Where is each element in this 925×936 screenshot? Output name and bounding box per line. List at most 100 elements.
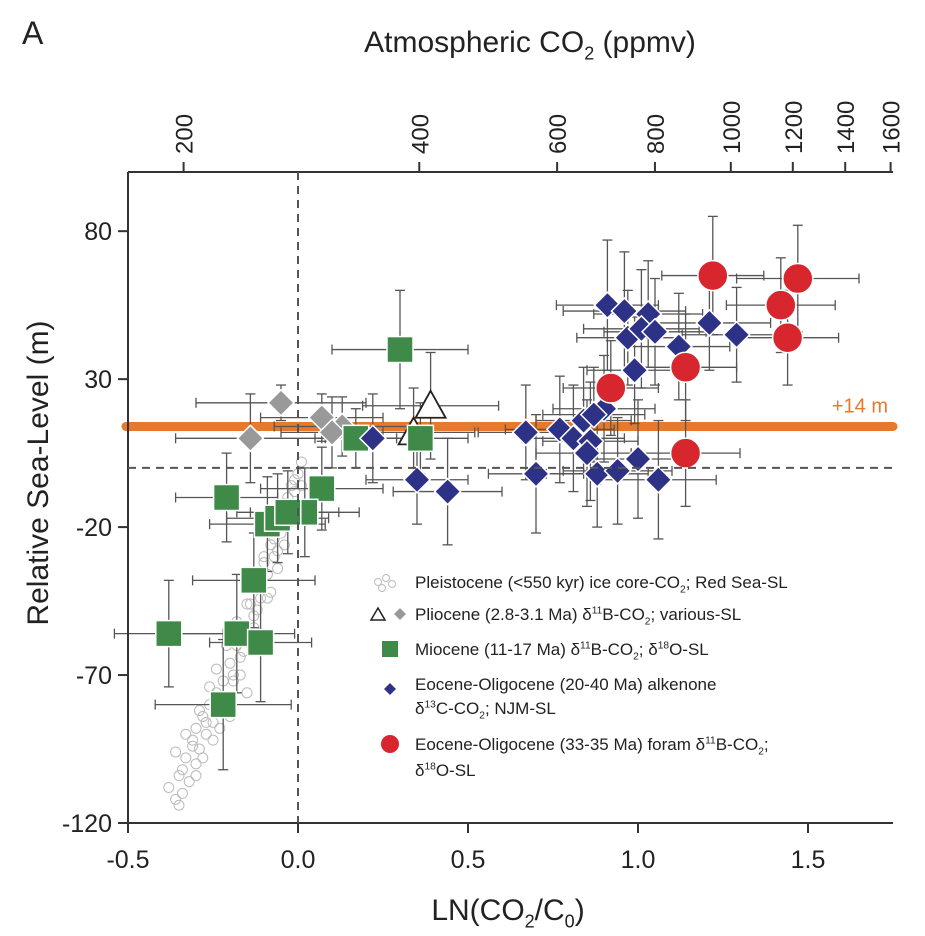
legend-pleistocene-label-part: Pleistocene (<550 kyr) ice core-CO bbox=[415, 573, 680, 592]
x-axis-title-text-part: LN(CO bbox=[431, 894, 524, 927]
eocene-alkenone-diamond bbox=[358, 424, 387, 453]
top-tick-label: 1000 bbox=[719, 101, 746, 154]
legend-eocene-alkenone-label-line2: δ13C-CO2; NJM-SL bbox=[415, 699, 556, 721]
eocene-alkenone-diamond bbox=[623, 444, 653, 474]
pleistocene-point bbox=[183, 776, 195, 788]
top-tick-label: 1600 bbox=[879, 101, 906, 154]
pleistocene-point bbox=[265, 539, 277, 551]
panel-label: A bbox=[22, 15, 44, 51]
pleistocene-point bbox=[200, 716, 212, 728]
pleistocene-point bbox=[190, 722, 202, 734]
eocene-alkenone-diamond bbox=[433, 477, 462, 506]
pleistocene-point bbox=[173, 770, 185, 782]
legend-eocene-alkenone-label-line1: Eocene-Oligocene (20-40 Ma) alkenone bbox=[415, 675, 716, 694]
legend-eocene-alkenone-label-line2-part: C-CO bbox=[436, 699, 479, 718]
legend-miocene-label-part: O-SL bbox=[669, 640, 709, 659]
top-tick-label: 200 bbox=[172, 114, 199, 154]
top-tick-label: 400 bbox=[407, 114, 434, 154]
miocene-square bbox=[212, 483, 241, 512]
pleistocene-point bbox=[170, 793, 182, 805]
top-axis-title-text-part: 2 bbox=[584, 44, 594, 64]
eocene-alkenone-diamond bbox=[644, 465, 673, 494]
legend-pliocene-label-part: 11 bbox=[592, 606, 603, 617]
top-axis-title-text: Atmospheric CO2 (ppmv) bbox=[364, 26, 696, 64]
eocene-foram-circle bbox=[595, 372, 627, 404]
pleistocene-point bbox=[261, 592, 273, 604]
legend-pleistocene-label-part: ; Red Sea-SL bbox=[686, 573, 788, 592]
legend-pliocene-label-part: Pliocene (2.8-3.1 Ma) δ bbox=[415, 605, 592, 624]
legend-miocene-label: Miocene (11-17 Ma) δ11B-CO2; δ18O-SL bbox=[415, 640, 709, 662]
legend-pleistocene-label-part: 2 bbox=[680, 584, 686, 595]
pleistocene-point bbox=[234, 651, 246, 663]
y-tick-label: -70 bbox=[76, 662, 112, 690]
top-axis-title-text-part: (ppmv) bbox=[594, 26, 696, 59]
pleistocene-point bbox=[176, 787, 188, 799]
pleistocene-point bbox=[190, 770, 202, 782]
data-points-layer bbox=[113, 215, 898, 811]
y-tick-label: -20 bbox=[76, 514, 112, 542]
miocene-square bbox=[155, 619, 183, 648]
eocene-alkenone-diamond bbox=[402, 465, 432, 494]
pleistocene-point bbox=[200, 728, 212, 740]
pleistocene-point bbox=[180, 752, 192, 764]
top-tick-label: 800 bbox=[643, 114, 670, 154]
legend-miocene-label-part: 18 bbox=[658, 641, 670, 652]
pleistocene-point bbox=[295, 480, 307, 492]
pleistocene-point bbox=[197, 710, 209, 722]
pleistocene-point bbox=[251, 604, 263, 616]
legend-eocene-foram-label-line1: Eocene-Oligocene (33-35 Ma) foram δ11B-C… bbox=[415, 735, 769, 757]
pliocene-diamond bbox=[317, 418, 347, 447]
legend-pliocene-diamond bbox=[391, 605, 409, 623]
legend-pleistocene-marker bbox=[388, 580, 396, 588]
x-axis-title-text: LN(CO2/C0) bbox=[431, 894, 584, 932]
legend-pliocene-triangle bbox=[369, 606, 387, 621]
x-axis-title-text-part: ) bbox=[575, 894, 585, 927]
pleistocene-point bbox=[214, 722, 226, 734]
eocene-alkenone-diamond bbox=[511, 418, 540, 447]
eocene-alkenone-diamond bbox=[640, 317, 670, 346]
pleistocene-point bbox=[176, 764, 188, 776]
eocene-alkenone-diamond bbox=[603, 456, 632, 485]
y-axis-title: Relative Sea-Level (m) bbox=[22, 320, 55, 625]
pleistocene-point bbox=[210, 663, 222, 675]
eocene-alkenone-series bbox=[358, 291, 751, 506]
miocene-square bbox=[308, 474, 336, 503]
pleistocene-point bbox=[244, 598, 256, 610]
pliocene-diamond bbox=[266, 388, 296, 417]
miocene-square bbox=[274, 498, 302, 527]
pleistocene-point bbox=[258, 551, 270, 563]
miocene-square bbox=[209, 690, 237, 719]
x-tick-label: 1.0 bbox=[621, 846, 656, 874]
legend-eocene-alkenone-label-line2-part: δ bbox=[415, 699, 424, 718]
pleistocene-point bbox=[207, 734, 219, 746]
pleistocene-point bbox=[180, 728, 192, 740]
x-axis-title-text-part: /C bbox=[535, 894, 565, 927]
legend-miocene-label-part: B-CO bbox=[591, 640, 634, 659]
eocene-alkenone-diamond bbox=[620, 356, 649, 385]
pleistocene-point bbox=[278, 539, 290, 551]
legend-eocene-foram-label-line1-part: ; bbox=[764, 735, 769, 754]
pleistocene-point bbox=[163, 781, 175, 793]
y-tick-label: 80 bbox=[84, 218, 112, 246]
eocene-alkenone-diamond bbox=[695, 308, 724, 337]
pleistocene-point bbox=[289, 474, 301, 486]
legend-eocene-foram-label-line2: δ18O-SL bbox=[415, 761, 476, 780]
legend-eocene-foram-label-line1-part: Eocene-Oligocene (33-35 Ma) foram δ bbox=[415, 735, 705, 754]
legend-eocene-foram-label-line2-part: O-SL bbox=[436, 761, 476, 780]
legend-eocene-foram-label-line1-part: B-CO bbox=[716, 735, 759, 754]
legend-eocene-alkenone-marker bbox=[381, 680, 399, 698]
legend-eocene-foram-label-line1-part: 11 bbox=[705, 736, 716, 747]
axes-layer: A Relative Sea-Level (m) -0.5 0.0 0.5 1.0 1.… bbox=[22, 15, 906, 932]
legend-eocene-alkenone-label-line2-part: 13 bbox=[424, 700, 436, 711]
legend-eocene-alkenone-label-line2-part: 2 bbox=[479, 710, 485, 721]
pliocene-series bbox=[236, 388, 448, 453]
miocene-series bbox=[155, 335, 435, 719]
pliocene-diamond bbox=[236, 424, 265, 453]
eocene-alkenone-diamond bbox=[579, 400, 608, 429]
legend-eocene-foram-label-line2-part: δ bbox=[415, 761, 424, 780]
x-axis-title-text-part: 0 bbox=[565, 912, 575, 932]
miocene-square bbox=[240, 566, 268, 595]
legend-pliocene-label: Pliocene (2.8-3.1 Ma) δ11B-CO2; various-… bbox=[415, 605, 741, 627]
legend-miocene-label-part: Miocene (11-17 Ma) δ bbox=[415, 640, 580, 659]
